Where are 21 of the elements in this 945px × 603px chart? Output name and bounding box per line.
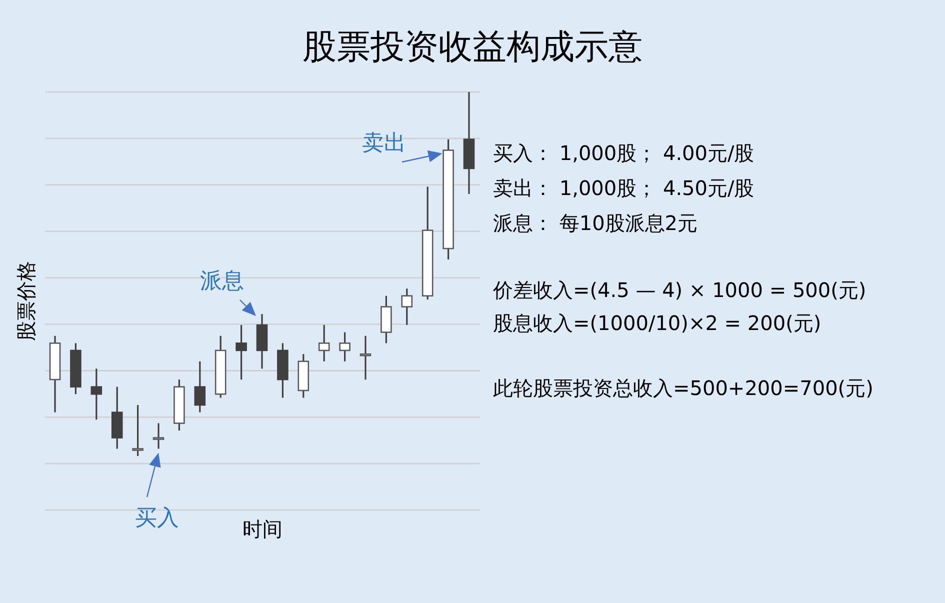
candlestick (152, 422, 164, 450)
candlestick (360, 335, 372, 380)
candlestick (318, 324, 330, 362)
candlestick (132, 404, 144, 457)
x-axis-title: 时间 (242, 517, 282, 541)
candlestick (401, 288, 413, 326)
text: 价差收入=(4.5 — 4) × 1000 = 500(元) (492, 278, 866, 302)
text: 派息： 每10股派息2元 (493, 211, 698, 235)
annotation: 卖出 (362, 131, 406, 156)
chart-title: 股票投资收益构成示意 (302, 27, 642, 67)
candlestick (236, 324, 247, 380)
text: 买入： 1,000股； 4.00元/股 (493, 141, 754, 165)
candlestick (90, 368, 102, 420)
y-axis-title: 股票价格 (14, 261, 38, 341)
text: 买入 (135, 506, 179, 531)
text: 卖出： 1,000股； 4.50元/股 (493, 176, 754, 200)
text: 股息收入=(1000/10)×2 = 200(元) (493, 311, 822, 335)
candlestick (194, 360, 206, 414)
candlestick (339, 331, 350, 362)
text: 此轮股票投资总收入=500+200=700(元) (493, 376, 874, 400)
annotation: 派息 (200, 269, 244, 294)
